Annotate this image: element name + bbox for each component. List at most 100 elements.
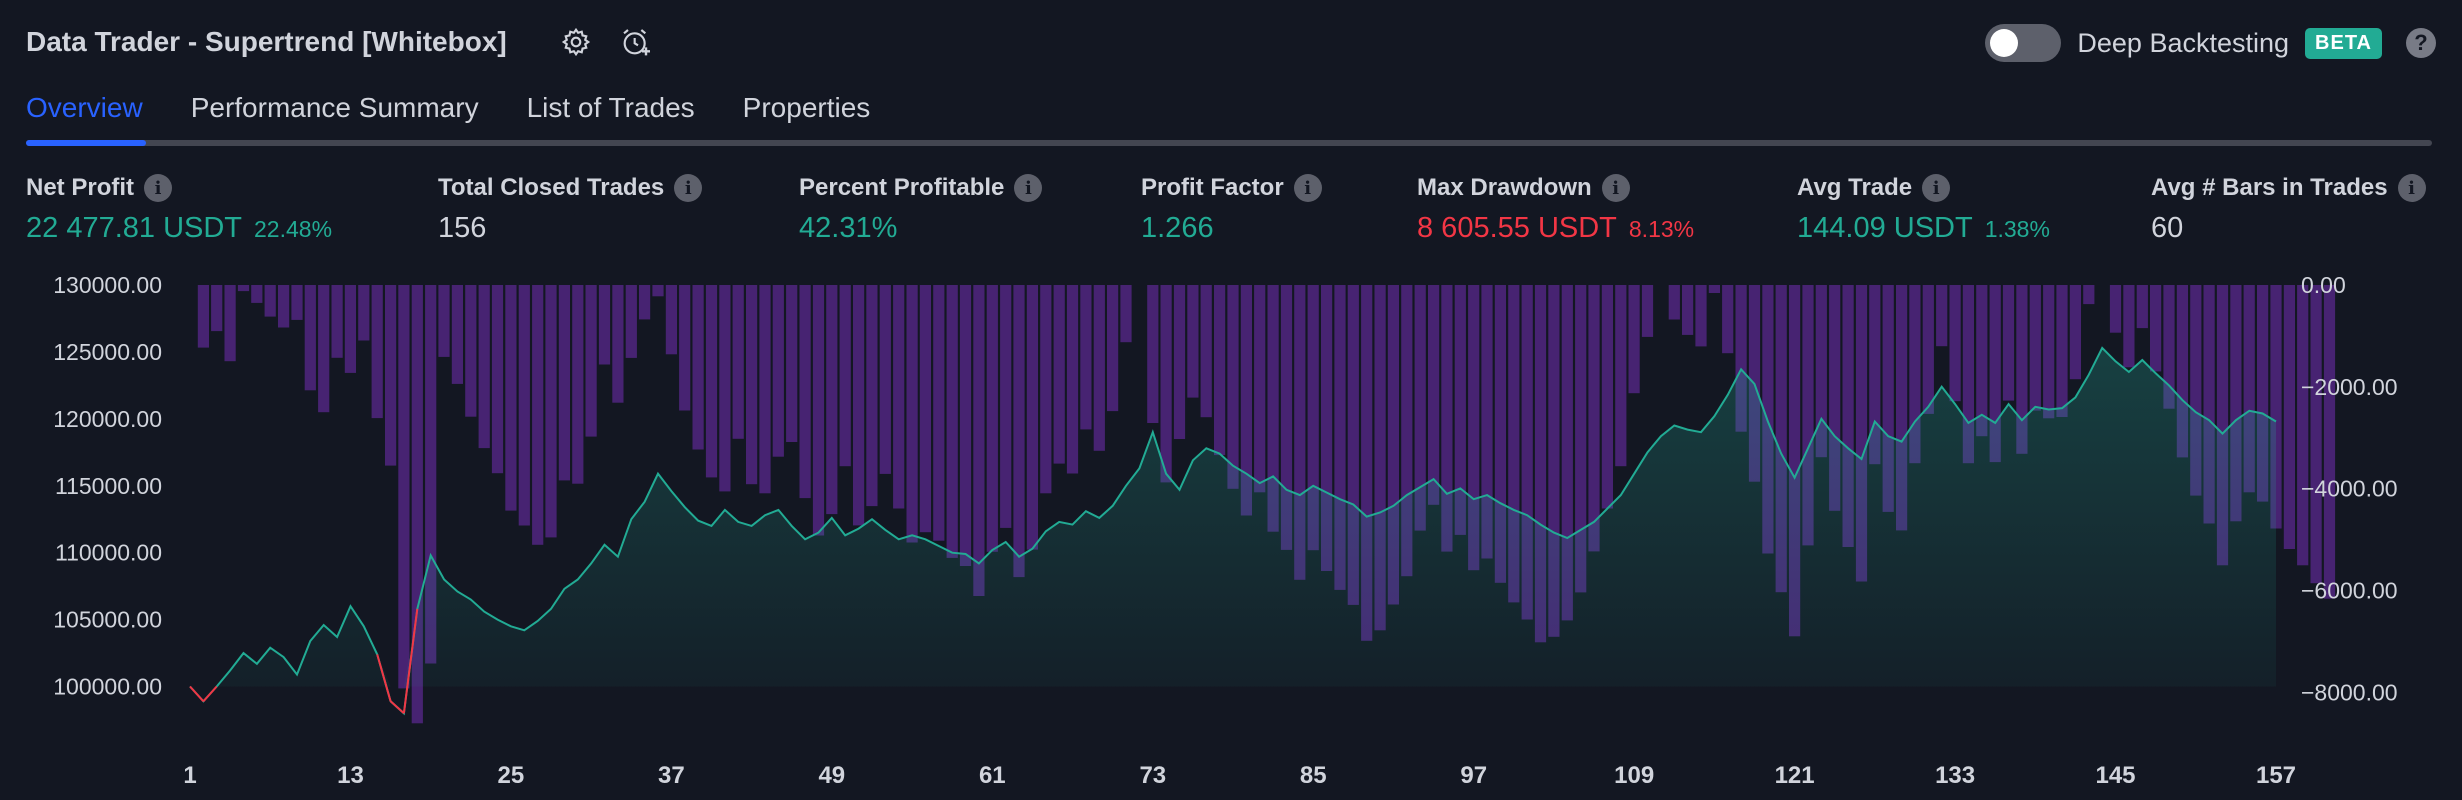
drawdown-bar bbox=[612, 285, 624, 403]
drawdown-bar bbox=[1548, 285, 1560, 637]
info-icon[interactable]: i bbox=[1922, 174, 1951, 202]
drawdown-bar bbox=[1815, 285, 1827, 458]
tab-properties[interactable]: Properties bbox=[742, 92, 871, 123]
drawdown-bar bbox=[1976, 285, 1988, 437]
drawdown-bar bbox=[679, 285, 691, 411]
drawdown-bar bbox=[1254, 285, 1266, 493]
add-alert-clock-icon[interactable] bbox=[620, 26, 652, 58]
drawdown-bar bbox=[585, 285, 597, 437]
drawdown-bar bbox=[1026, 285, 1038, 550]
drawdown-bar bbox=[2243, 285, 2255, 493]
stat-value: 42.31% bbox=[799, 212, 1042, 245]
drawdown-bar bbox=[1387, 285, 1399, 605]
drawdown-bar bbox=[2043, 285, 2055, 419]
drawdown-bar bbox=[1361, 285, 1373, 641]
drawdown-bar bbox=[1187, 285, 1199, 398]
drawdown-bar bbox=[1227, 285, 1239, 489]
x-axis-tick-label: 121 bbox=[1775, 762, 1815, 789]
info-icon[interactable]: i bbox=[674, 174, 703, 202]
drawdown-bar bbox=[2230, 285, 2242, 522]
stat-label: Total Closed Trades bbox=[438, 174, 665, 201]
x-axis-tick-label: 61 bbox=[979, 762, 1006, 789]
drawdown-bar bbox=[1053, 285, 1065, 464]
drawdown-bar bbox=[331, 285, 343, 358]
stat-value: 144.09 USDT 1.38% bbox=[1797, 212, 2050, 245]
left-axis-tick-label: 100000.00 bbox=[53, 674, 162, 700]
drawdown-bar bbox=[1374, 285, 1386, 631]
drawdown-bar bbox=[1080, 285, 1092, 430]
header: Data Trader - Supertrend [Whitebox] Deep… bbox=[26, 22, 2436, 64]
info-icon[interactable]: i bbox=[1293, 174, 1322, 202]
info-icon[interactable]: i bbox=[144, 174, 172, 202]
stat-percent: 22.48% bbox=[254, 216, 333, 242]
drawdown-bar bbox=[1896, 285, 1908, 531]
settings-gear-icon[interactable] bbox=[560, 26, 592, 58]
drawdown-bar bbox=[478, 285, 490, 449]
help-icon[interactable]: ? bbox=[2406, 28, 2436, 58]
stat-label: Max Drawdown bbox=[1417, 174, 1592, 201]
tab-overview[interactable]: Overview bbox=[26, 92, 143, 123]
x-axis: 1 13 25 37 49 61 73 85 97 109 121 133 145 157 bbox=[183, 762, 2296, 789]
drawdown-bar bbox=[1347, 285, 1359, 605]
drawdown-bar bbox=[893, 285, 905, 509]
drawdown-bar bbox=[385, 285, 397, 466]
stat-label: Percent Profitable bbox=[799, 174, 1005, 201]
stat-percent: 1.38% bbox=[1984, 216, 2050, 242]
stat-label: Profit Factor bbox=[1141, 174, 1284, 201]
info-icon[interactable]: i bbox=[2397, 174, 2426, 202]
drawdown-bar bbox=[491, 285, 504, 474]
drawdown-bar bbox=[291, 285, 303, 320]
drawdown-bar bbox=[558, 285, 570, 481]
drawdown-bar bbox=[1962, 285, 1974, 464]
drawdown-bar bbox=[2310, 285, 2322, 584]
drawdown-bar bbox=[1708, 285, 1720, 293]
stat-amount: 60 bbox=[2151, 212, 2184, 244]
drawdown-bar bbox=[1401, 285, 1413, 577]
left-axis-tick-label: 120000.00 bbox=[53, 406, 162, 432]
drawdown-bar bbox=[2083, 285, 2095, 305]
drawdown-bar bbox=[973, 285, 985, 596]
stat-amount: 156 bbox=[438, 212, 487, 244]
drawdown-bar bbox=[1909, 285, 1921, 464]
tab-underline-track bbox=[26, 140, 2432, 146]
drawdown-bar bbox=[1789, 285, 1801, 637]
x-axis-tick-label: 85 bbox=[1300, 762, 1327, 789]
drawdown-bar bbox=[2029, 285, 2041, 411]
info-icon[interactable]: i bbox=[1601, 174, 1630, 202]
stat-label: Avg # Bars in Trades bbox=[2151, 174, 2388, 201]
drawdown-bar bbox=[1842, 285, 1854, 547]
right-axis-tick-label: −8000.00 bbox=[2301, 679, 2398, 705]
x-axis-tick-label: 49 bbox=[818, 762, 845, 789]
drawdown-bar bbox=[1575, 285, 1587, 593]
drawdown-bar bbox=[959, 285, 972, 566]
stat-label: Avg Trade bbox=[1797, 174, 1913, 201]
drawdown-bar bbox=[1000, 285, 1012, 528]
strategy-title: Data Trader - Supertrend [Whitebox] bbox=[26, 26, 507, 57]
tab-list-of-trades[interactable]: List of Trades bbox=[526, 92, 695, 123]
drawdown-bar bbox=[799, 285, 811, 499]
x-axis-tick-label: 145 bbox=[2095, 762, 2135, 789]
stat-amount: 22 477.81 USDT bbox=[26, 212, 243, 244]
drawdown-bar bbox=[237, 285, 250, 292]
drawdown-bar bbox=[2283, 285, 2295, 549]
x-axis-tick-label: 73 bbox=[1139, 762, 1166, 789]
drawdown-bar bbox=[1722, 285, 1734, 354]
right-axis-tick-label: −2000.00 bbox=[2301, 374, 2398, 400]
tab-performance-summary[interactable]: Performance Summary bbox=[190, 92, 479, 123]
stat-value: 1.266 bbox=[1141, 212, 1322, 245]
drawdown-bar bbox=[572, 285, 584, 484]
info-icon[interactable]: i bbox=[1014, 174, 1043, 202]
left-axis-tick-label: 115000.00 bbox=[55, 473, 162, 499]
drawdown-bar bbox=[1160, 285, 1172, 483]
drawdown-bar bbox=[1922, 285, 1934, 414]
drawdown-bar bbox=[2109, 285, 2122, 333]
drawdown-bar bbox=[652, 285, 664, 297]
stat-value: 22 477.81 USDT 22.48% bbox=[26, 212, 332, 245]
deep-backtesting-toggle[interactable] bbox=[1985, 24, 2062, 62]
drawdown-bar bbox=[1454, 285, 1466, 535]
deep-backtesting-control: Deep Backtesting BETA ? bbox=[1985, 22, 2436, 64]
drawdown-bar bbox=[398, 285, 410, 689]
drawdown-bar bbox=[1521, 285, 1533, 620]
drawdown-bar bbox=[1441, 285, 1453, 552]
drawdown-bar bbox=[451, 285, 463, 384]
